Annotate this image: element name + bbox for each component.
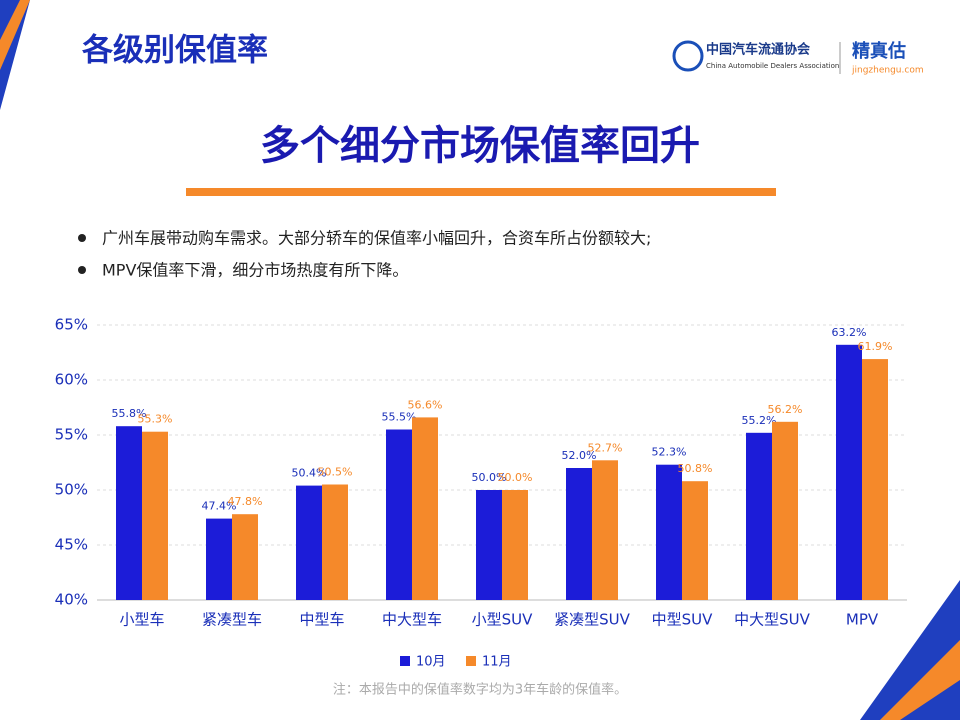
bullet: 广州车展带动购车需求。大部分轿车的保值率小幅回升，合资车所占份额较大;: [102, 229, 651, 248]
bar: [566, 468, 592, 600]
value-label: 63.2%: [832, 326, 867, 339]
value-label: 52.7%: [588, 441, 623, 454]
value-label: 56.2%: [768, 403, 803, 416]
x-tick-label: 小型车: [119, 611, 164, 629]
bullet-dot: [78, 266, 86, 274]
bullet: MPV保值率下滑，细分市场热度有所下降。: [102, 261, 408, 280]
brand-url: jingzhengu.com: [851, 66, 924, 76]
x-tick-label: 中型SUV: [652, 611, 714, 629]
corner-stripe: [0, 0, 30, 70]
x-tick-label: MPV: [846, 611, 879, 629]
value-label: 50.0%: [498, 471, 533, 484]
x-tick-label: 紧凑型车: [202, 611, 262, 629]
bar: [862, 359, 888, 600]
logo-en: China Automobile Dealers Association: [706, 62, 839, 70]
x-tick-label: 小型SUV: [472, 611, 534, 629]
footnote: 注：本报告中的保值率数字均为3年车龄的保值率。: [333, 682, 627, 698]
logo-cn: 中国汽车流通协会: [706, 42, 811, 58]
bar: [772, 421, 798, 600]
y-tick-label: 40%: [55, 591, 88, 609]
bar: [746, 432, 772, 600]
bar: [476, 490, 502, 600]
y-tick-label: 65%: [55, 316, 88, 334]
value-label: 61.9%: [858, 340, 893, 353]
bullet-dot: [78, 234, 86, 242]
logo-icon: [672, 40, 704, 72]
bar: [116, 426, 142, 600]
x-tick-label: 中型车: [299, 611, 344, 629]
bar: [206, 518, 232, 600]
value-label: 47.4%: [202, 500, 237, 513]
x-tick-label: 中大型车: [382, 611, 442, 629]
bar: [142, 431, 168, 600]
bar: [232, 514, 258, 600]
legend-swatch: [400, 656, 410, 666]
y-tick-label: 60%: [55, 371, 88, 389]
headline-underline: [186, 188, 776, 196]
page-title: 各级别保值率: [81, 33, 268, 69]
value-label: 52.3%: [652, 446, 687, 459]
value-label: 50.4%: [292, 467, 327, 480]
value-label: 55.5%: [382, 411, 417, 424]
corner-stripe: [880, 640, 960, 720]
legend-swatch: [466, 656, 476, 666]
bar: [322, 484, 348, 600]
headline: 多个细分市场保值率回升: [260, 123, 700, 169]
value-label: 50.0%: [472, 471, 507, 484]
x-tick-label: 中大型SUV: [734, 611, 811, 629]
bar: [682, 481, 708, 600]
value-label: 47.8%: [228, 495, 263, 508]
value-label: 55.8%: [112, 407, 147, 420]
bar: [296, 485, 322, 600]
bar: [592, 460, 618, 600]
y-tick-label: 45%: [55, 536, 88, 554]
bar: [502, 490, 528, 600]
value-label: 50.8%: [678, 462, 713, 475]
legend-label: 10月: [416, 655, 446, 670]
legend-label: 11月: [482, 655, 512, 670]
bar: [836, 344, 862, 600]
brand: 精真估: [852, 40, 906, 62]
bar: [412, 417, 438, 600]
bar: [656, 464, 682, 600]
value-label: 55.3%: [138, 413, 173, 426]
value-label: 56.6%: [408, 398, 443, 411]
y-tick-label: 55%: [55, 426, 88, 444]
value-label: 52.0%: [562, 449, 597, 462]
x-tick-label: 紧凑型SUV: [554, 611, 631, 629]
y-tick-label: 50%: [55, 481, 88, 499]
value-label: 55.2%: [742, 414, 777, 427]
value-label: 50.5%: [318, 466, 353, 479]
bar: [386, 429, 412, 600]
